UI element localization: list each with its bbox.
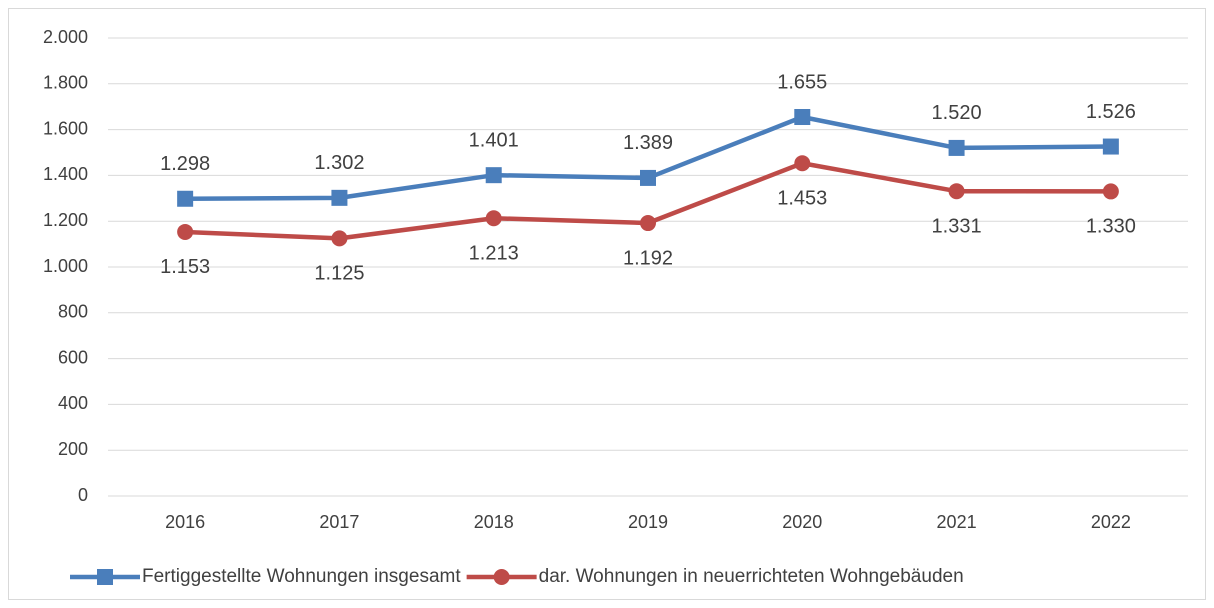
marker xyxy=(331,189,348,206)
data-label: 1.526 xyxy=(1086,101,1136,123)
data-label: 1.330 xyxy=(1086,216,1136,238)
marker xyxy=(177,190,194,207)
y-tick-label: 1.800 xyxy=(43,73,88,93)
data-label: 1.520 xyxy=(932,102,982,124)
marker xyxy=(1102,138,1119,155)
data-label: 1.153 xyxy=(160,256,210,278)
x-tick-label: 2016 xyxy=(165,512,205,532)
data-label: 1.401 xyxy=(469,129,519,151)
marker xyxy=(177,223,194,240)
chart-border xyxy=(8,8,1206,600)
y-tick-label: 400 xyxy=(58,393,88,413)
y-tick-label: 1.600 xyxy=(43,118,88,138)
marker xyxy=(640,215,656,232)
y-tick-label: 200 xyxy=(58,439,88,459)
marker xyxy=(794,109,811,126)
marker xyxy=(493,569,510,585)
data-label: 1.302 xyxy=(314,152,364,174)
y-tick-label: 1.000 xyxy=(43,256,88,276)
data-label: 1.389 xyxy=(623,132,673,154)
data-label: 1.331 xyxy=(932,215,982,237)
marker xyxy=(97,569,113,585)
x-tick-label: 2018 xyxy=(474,512,514,532)
x-tick-label: 2022 xyxy=(1091,512,1131,532)
marker xyxy=(1102,183,1119,200)
data-label: 1.213 xyxy=(469,243,519,265)
marker xyxy=(640,169,656,186)
y-tick-label: 600 xyxy=(58,347,88,367)
data-label: 1.453 xyxy=(777,188,827,210)
data-label: 1.655 xyxy=(777,71,827,93)
marker xyxy=(485,210,502,227)
y-tick-label: 0 xyxy=(78,485,88,505)
y-tick-label: 2.000 xyxy=(43,27,88,47)
x-tick-label: 2019 xyxy=(628,512,668,532)
marker xyxy=(331,230,348,247)
legend-label: Fertiggestellte Wohnungen insgesamt xyxy=(142,566,461,587)
x-tick-label: 2021 xyxy=(937,512,977,532)
marker xyxy=(948,183,965,200)
y-tick-label: 1.200 xyxy=(43,210,88,230)
data-label: 1.192 xyxy=(623,247,673,269)
marker xyxy=(794,155,811,172)
y-tick-label: 800 xyxy=(58,302,88,322)
x-tick-label: 2017 xyxy=(319,512,359,532)
y-tick-label: 1.400 xyxy=(43,164,88,184)
data-label: 1.298 xyxy=(160,153,210,175)
data-label: 1.125 xyxy=(314,263,364,285)
marker xyxy=(948,139,965,156)
marker xyxy=(485,167,502,184)
legend-label: dar. Wohnungen in neuerrichteten Wohngeb… xyxy=(539,566,964,587)
x-tick-label: 2020 xyxy=(782,512,822,532)
